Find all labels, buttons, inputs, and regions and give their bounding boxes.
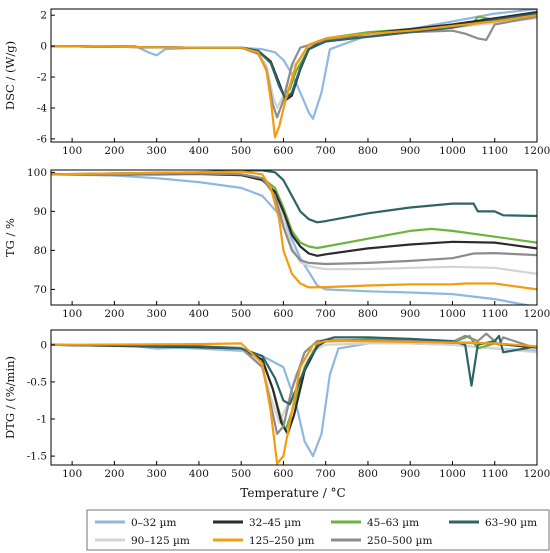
- x-tick-label: 600: [273, 308, 293, 320]
- series-line-125-250: [51, 170, 537, 291]
- legend: 0–32 µm 32–45 µm 45–63 µm 63–90 µm 90–125 µm…: [86, 509, 550, 551]
- x-tick-label: 100: [62, 468, 82, 480]
- x-tick-label: 800: [358, 145, 378, 157]
- x-tick-label: 300: [147, 468, 167, 480]
- y-tick-label: -0.5: [27, 376, 47, 388]
- panel-3: 0 -0.5 -1 -1.5 100 200 300 400 500 600 700 800 900 10…: [3, 329, 550, 480]
- x-tick-label: 500: [231, 468, 251, 480]
- x-tick-label: 1200: [524, 145, 550, 157]
- x-tick-label: 1100: [481, 468, 508, 480]
- x-tick-label: 900: [400, 308, 420, 320]
- series-line-250-500: [51, 172, 537, 266]
- panel-1: 2 0 -2 -4 -6 100 200 300 400 500 600 700 800 900 1000 1…: [3, 8, 550, 157]
- y-tick-label: -2: [37, 72, 47, 84]
- x-tick-label: 300: [147, 145, 167, 157]
- legend-label: 90–125 µm: [131, 535, 190, 547]
- legend-label: 32–45 µm: [249, 517, 301, 529]
- legend-item: 125–250 µm: [213, 535, 314, 547]
- x-tick-label: 1000: [439, 308, 466, 320]
- y-tick-label: 70: [34, 284, 47, 296]
- y-tick-label: 90: [34, 206, 47, 218]
- legend-item: 0–32 µm: [95, 517, 176, 529]
- x-tick-label: 1200: [524, 468, 550, 480]
- x-tick-label: 100: [62, 145, 82, 157]
- x-tick-label: 200: [104, 308, 124, 320]
- y-tick-label: 0: [40, 41, 47, 53]
- x-tick-label: 700: [316, 145, 336, 157]
- x-tick-label: 400: [189, 145, 209, 157]
- plot-frame: [50, 8, 538, 143]
- y-tick-label: -6: [37, 133, 48, 145]
- y-tick-label: 2: [40, 10, 47, 22]
- x-tick-label: 700: [316, 468, 336, 480]
- y-axis-label: TG / %: [3, 218, 17, 257]
- legend-label: 0–32 µm: [131, 517, 176, 529]
- y-tick-label: -1: [37, 414, 47, 426]
- y-tick-label: 100: [27, 167, 47, 179]
- x-tick-label: 400: [189, 468, 209, 480]
- panel-2: 100 90 80 70 100 200 300 400 500 600 700 800 900 1000…: [3, 167, 550, 320]
- series-line-125-250: [51, 340, 537, 465]
- x-tick-label: 900: [400, 145, 420, 157]
- legend-item: 90–125 µm: [95, 535, 190, 547]
- x-axis-label: Temperature / °C: [240, 486, 345, 500]
- x-tick-label: 600: [273, 145, 293, 157]
- x-tick-label: 600: [273, 468, 293, 480]
- legend-label: 63–90 µm: [485, 517, 537, 529]
- x-tick-label: 200: [104, 145, 124, 157]
- plot-frame: [50, 169, 538, 306]
- x-tick-label: 1000: [439, 145, 466, 157]
- legend-item: 63–90 µm: [449, 517, 537, 529]
- x-tick-label: 500: [231, 145, 251, 157]
- x-tick-label: 400: [189, 308, 209, 320]
- y-tick-label: -4: [37, 102, 48, 114]
- legend-item: 250–500 µm: [331, 535, 432, 547]
- series-line-0-32: [51, 173, 533, 305]
- x-tick-label: 1000: [439, 468, 466, 480]
- legend-item: 32–45 µm: [213, 517, 301, 529]
- series-line-125-250: [51, 14, 537, 139]
- legend-label: 250–500 µm: [367, 535, 432, 547]
- x-tick-label: 700: [316, 308, 336, 320]
- x-tick-label: 1100: [481, 308, 508, 320]
- y-tick-label: 0: [40, 339, 47, 351]
- legend-label: 125–250 µm: [249, 535, 314, 547]
- x-tick-label: 900: [400, 468, 420, 480]
- x-tick-label: 800: [358, 468, 378, 480]
- y-tick-label: -1.5: [27, 451, 47, 463]
- x-tick-label: 500: [231, 308, 251, 320]
- x-tick-label: 100: [62, 308, 82, 320]
- legend-item: 45–63 µm: [331, 517, 419, 529]
- x-tick-label: 1200: [524, 308, 550, 320]
- legend-label: 45–63 µm: [367, 517, 419, 529]
- plot-frame: [50, 329, 538, 466]
- x-tick-label: 800: [358, 308, 378, 320]
- x-tick-label: 1100: [481, 145, 508, 157]
- legend-box: [86, 509, 550, 551]
- y-tick-label: 80: [34, 245, 47, 257]
- y-axis-label: DTG / (%/min): [3, 356, 17, 439]
- y-axis-label: DSC / (W/g): [3, 41, 17, 110]
- x-tick-label: 300: [147, 308, 167, 320]
- x-tick-label: 200: [104, 468, 124, 480]
